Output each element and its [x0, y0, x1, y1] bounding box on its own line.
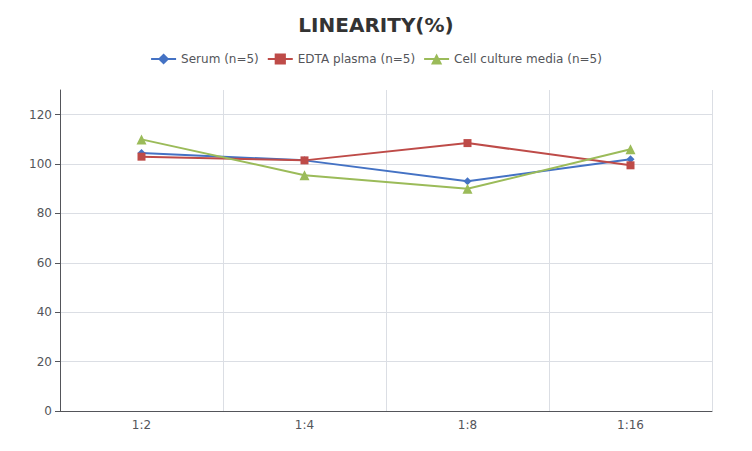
- svg-text:EDTA plasma (n=5): EDTA plasma (n=5): [298, 52, 415, 66]
- svg-text:20: 20: [37, 355, 52, 369]
- svg-text:1:4: 1:4: [295, 418, 314, 432]
- svg-text:80: 80: [37, 206, 52, 220]
- svg-text:1:2: 1:2: [132, 418, 151, 432]
- svg-text:1:16: 1:16: [617, 418, 644, 432]
- svg-text:100: 100: [29, 157, 52, 171]
- svg-text:120: 120: [29, 108, 52, 122]
- svg-text:40: 40: [37, 305, 52, 319]
- svg-text:LINEARITY(%): LINEARITY(%): [298, 13, 453, 37]
- svg-text:60: 60: [37, 256, 52, 270]
- svg-text:Serum (n=5): Serum (n=5): [181, 52, 259, 66]
- svg-text:0: 0: [44, 404, 52, 418]
- svg-text:1:8: 1:8: [458, 418, 477, 432]
- svg-text:Cell culture media (n=5): Cell culture media (n=5): [454, 52, 602, 66]
